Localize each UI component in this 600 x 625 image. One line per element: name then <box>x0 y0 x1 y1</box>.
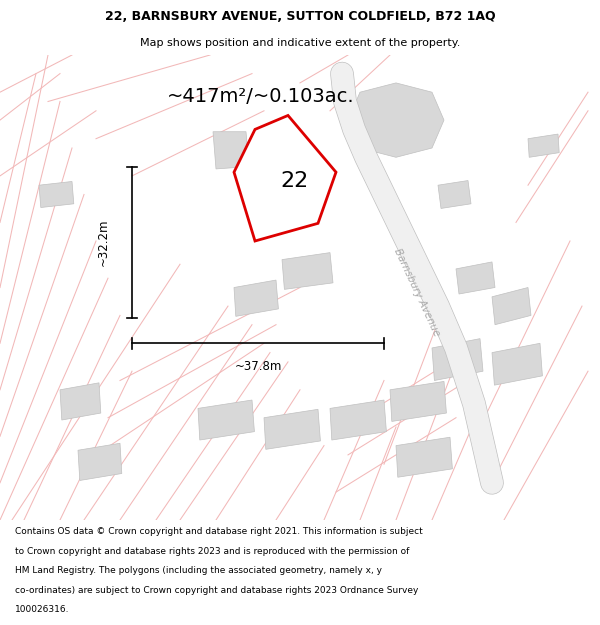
Text: ~417m²/~0.103ac.: ~417m²/~0.103ac. <box>167 88 355 106</box>
Polygon shape <box>390 381 446 421</box>
Text: 22: 22 <box>280 171 308 191</box>
Polygon shape <box>78 443 122 481</box>
Polygon shape <box>528 134 559 158</box>
Text: Map shows position and indicative extent of the property.: Map shows position and indicative extent… <box>140 38 460 48</box>
Polygon shape <box>213 132 249 169</box>
Polygon shape <box>456 262 495 294</box>
Text: Contains OS data © Crown copyright and database right 2021. This information is : Contains OS data © Crown copyright and d… <box>15 528 423 536</box>
Polygon shape <box>438 181 471 209</box>
Polygon shape <box>282 253 333 289</box>
Polygon shape <box>234 280 278 316</box>
Text: ~37.8m: ~37.8m <box>235 360 281 373</box>
Text: Barnsbury Avenue: Barnsbury Avenue <box>392 247 442 338</box>
Text: 100026316.: 100026316. <box>15 605 70 614</box>
Polygon shape <box>198 400 254 440</box>
Polygon shape <box>234 116 336 241</box>
Polygon shape <box>264 409 320 449</box>
Polygon shape <box>39 181 74 208</box>
Polygon shape <box>492 288 531 325</box>
Text: co-ordinates) are subject to Crown copyright and database rights 2023 Ordnance S: co-ordinates) are subject to Crown copyr… <box>15 586 418 594</box>
Polygon shape <box>396 438 452 478</box>
Polygon shape <box>330 400 386 440</box>
Polygon shape <box>348 83 444 158</box>
Text: HM Land Registry. The polygons (including the associated geometry, namely x, y: HM Land Registry. The polygons (includin… <box>15 566 382 575</box>
Text: 22, BARNSBURY AVENUE, SUTTON COLDFIELD, B72 1AQ: 22, BARNSBURY AVENUE, SUTTON COLDFIELD, … <box>104 10 496 23</box>
Polygon shape <box>432 339 483 381</box>
Polygon shape <box>492 343 542 385</box>
Polygon shape <box>60 383 101 420</box>
Text: ~32.2m: ~32.2m <box>97 218 110 266</box>
Text: to Crown copyright and database rights 2023 and is reproduced with the permissio: to Crown copyright and database rights 2… <box>15 547 409 556</box>
